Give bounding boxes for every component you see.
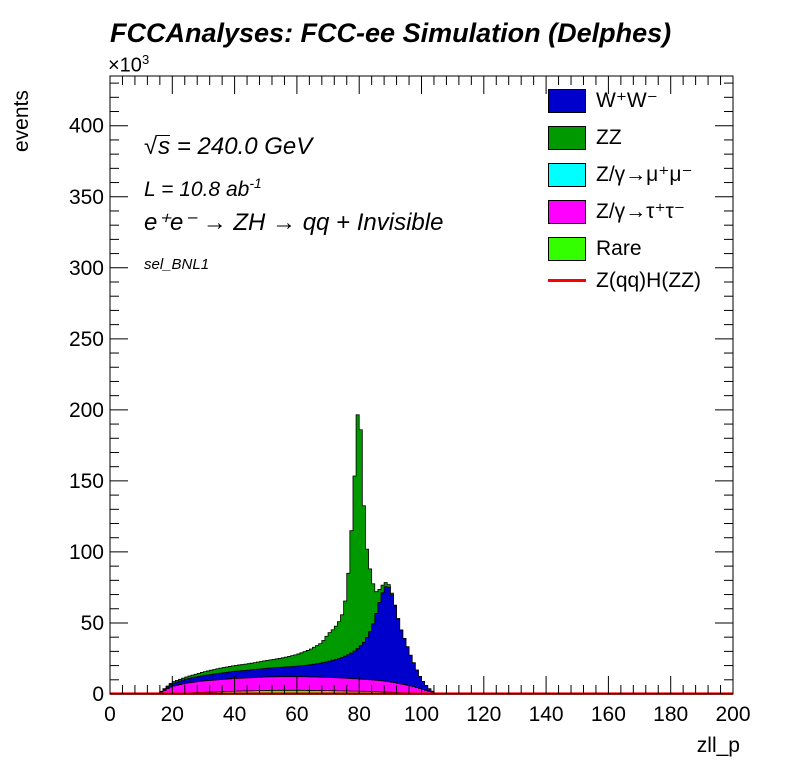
luminosity-annotation: L = 10.8 ab-1 bbox=[144, 175, 262, 201]
legend-label-tautau: Z/γ→τ⁺τ⁻ bbox=[596, 200, 685, 223]
legend-label-rare: Rare bbox=[596, 237, 642, 260]
y-tick-label: 350 bbox=[69, 186, 104, 209]
y-tick-label: 0 bbox=[92, 683, 104, 706]
x-tick-label: 80 bbox=[348, 703, 371, 726]
x-tick-label: 120 bbox=[466, 703, 501, 726]
legend-label-signal: Z(qq)H(ZZ) bbox=[596, 269, 701, 292]
y-tick-label: 200 bbox=[69, 399, 104, 422]
legend-swatch-rare bbox=[548, 237, 586, 261]
y-tick-label: 100 bbox=[69, 541, 104, 564]
x-tick-label: 200 bbox=[715, 703, 750, 726]
x-tick-label: 60 bbox=[285, 703, 308, 726]
legend-swatch-tautau bbox=[548, 200, 586, 224]
y-tick-label: 150 bbox=[69, 470, 104, 493]
x-axis-ticks: 0 20 40 60 80 100 120 140 160 180 200 bbox=[104, 76, 751, 726]
x-tick-label: 20 bbox=[161, 703, 184, 726]
y-tick-label: 50 bbox=[81, 612, 104, 635]
energy-annotation: √s = 240.0 GeV bbox=[144, 133, 313, 160]
legend-swatch-mumu bbox=[548, 163, 586, 187]
y-axis-label: events bbox=[10, 90, 33, 152]
legend-swatch-ww bbox=[548, 89, 586, 113]
x-tick-label: 100 bbox=[404, 703, 439, 726]
x-axis-label: zll_p bbox=[696, 734, 740, 757]
y-axis-ticks: 0 50 100 150 200 250 300 350 400 bbox=[69, 82, 733, 706]
y-tick-label: 300 bbox=[69, 257, 104, 280]
y-tick-label: 250 bbox=[69, 328, 104, 351]
stacked-histogram bbox=[110, 414, 733, 695]
x-tick-label: 40 bbox=[223, 703, 246, 726]
series-zz-area bbox=[110, 414, 733, 695]
legend-label-zz: ZZ bbox=[596, 126, 622, 149]
legend-swatch-signal bbox=[548, 279, 586, 282]
legend-swatch-zz bbox=[548, 126, 586, 150]
legend-label-mumu: Z/γ→μ⁺μ⁻ bbox=[596, 163, 693, 186]
y-axis-label-wrap: events bbox=[4, 70, 44, 160]
process-annotation: e⁺e⁻ → ZH → qq + Invisible bbox=[144, 209, 444, 236]
x-tick-label: 140 bbox=[529, 703, 564, 726]
legend-label-ww: W⁺W⁻ bbox=[596, 89, 658, 112]
x-tick-label: 160 bbox=[591, 703, 626, 726]
selection-annotation: sel_BNL1 bbox=[144, 256, 210, 273]
chart-title: FCCAnalyses: FCC-ee Simulation (Delphes) bbox=[110, 18, 672, 48]
y-tick-label: 400 bbox=[69, 115, 104, 138]
y-axis-multiplier: ×103 bbox=[108, 52, 150, 77]
x-tick-label: 0 bbox=[104, 703, 116, 726]
x-tick-label: 180 bbox=[653, 703, 688, 726]
